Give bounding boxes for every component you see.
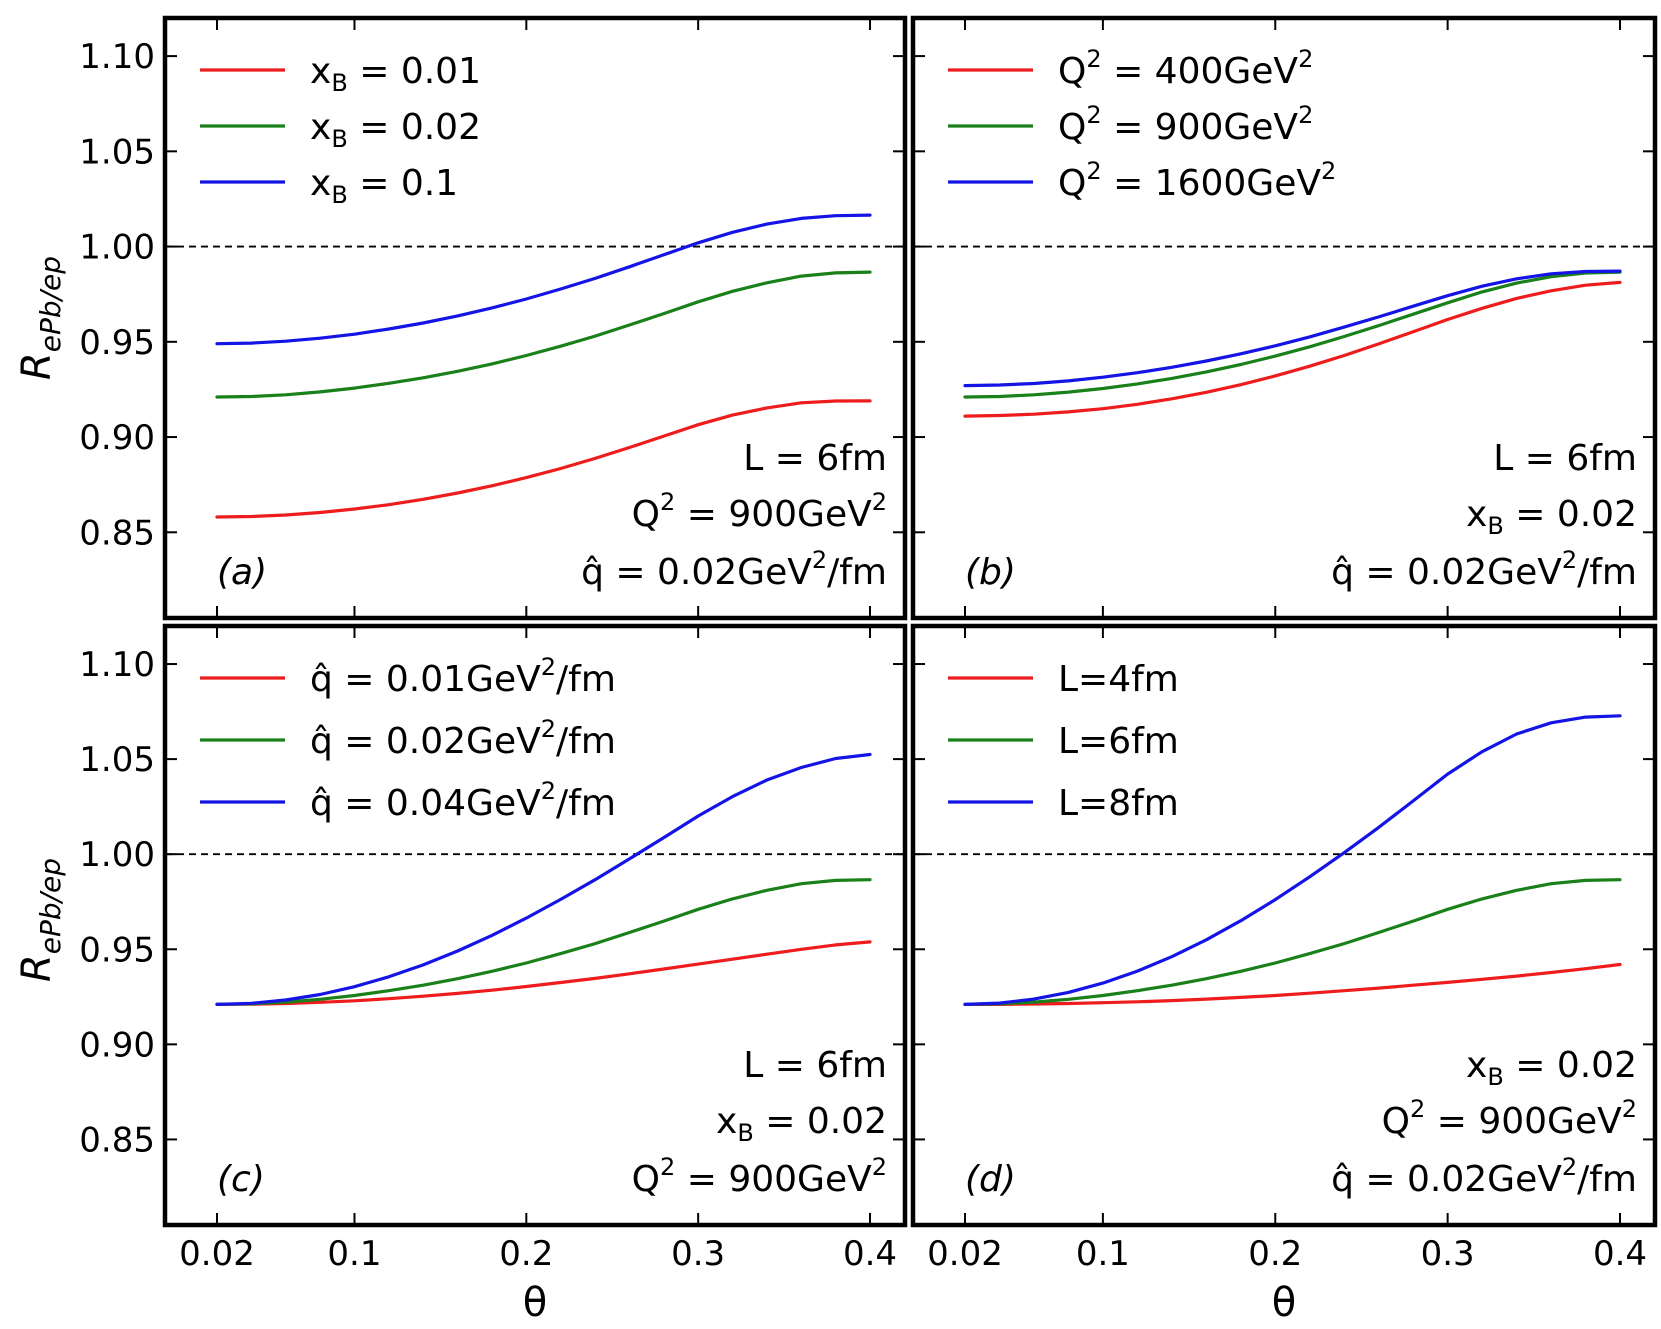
x-tick-label: 0.02 [927,1234,1003,1274]
y-tick-label: 1.05 [79,132,155,172]
panel-frame [910,623,1658,1228]
series-line-c-2 [215,878,872,1007]
y-tick-label: 1.10 [79,37,155,77]
panel-frame [162,623,908,1228]
annotation-line: L = 6fm [1493,438,1637,479]
series-line-b-1 [963,280,1622,418]
panel-label: (b) [965,552,1016,593]
annotation-line: q̂ = 0.02GeV2/fm [1331,1153,1637,1200]
series-line-c-1 [215,940,872,1007]
series-line-a-1 [215,399,872,519]
y-tick-label: 1.10 [79,645,155,685]
y-tick-label: 1.05 [79,740,155,780]
annotation-line: q̂ = 0.02GeV2/fm [581,546,887,593]
legend-entry: q̂ = 0.04GeV2/fm [310,777,616,824]
legend-entry: L=8fm [1058,783,1179,824]
y-tick-label: 0.95 [79,930,155,970]
legend-entry: L=4fm [1058,659,1179,700]
y-tick-label: 1.00 [79,835,155,875]
series-line-d-1 [963,962,1622,1007]
y-axis-label: RePb/ep [14,256,67,380]
legend-entry: xB = 0.02 [310,107,481,153]
annotation-line: Q2 = 900GeV2 [632,1153,887,1200]
y-tick-label: 0.95 [79,323,155,363]
legend-entry: xB = 0.1 [310,163,458,209]
x-tick-label: 0.2 [499,1234,553,1274]
panel-label: (d) [965,1159,1016,1200]
annotation-line: Q2 = 900GeV2 [1382,1095,1637,1142]
annotation-line: Q2 = 900GeV2 [632,488,887,535]
x-tick-label: 0.3 [1421,1234,1475,1274]
panel-c: q̂ = 0.01GeV2/fm q̂ = 0.02GeV2/fm q̂ = 0.0… [162,623,908,1228]
legend-entry: Q2 = 1600GeV2 [1058,157,1336,204]
panel-frame [910,15,1658,621]
x-tick-label: 0.02 [179,1234,255,1274]
panel-label: (c) [217,1159,265,1200]
series-line-c-3 [215,752,872,1007]
series-line-b-3 [963,269,1622,388]
annotation-line: L = 6fm [743,1045,887,1086]
annotation-line: q̂ = 0.02GeV2/fm [1331,546,1637,593]
annotation-line: xB = 0.02 [716,1101,887,1147]
x-tick-label: 0.3 [671,1234,725,1274]
legend-entry: L=6fm [1058,721,1179,762]
panel-b: Q2 = 400GeV2 Q2 = 900GeV2 Q2 = 1600GeV2 L =… [910,15,1658,621]
legend-entry: Q2 = 900GeV2 [1058,101,1313,148]
x-tick-label: 0.2 [1248,1234,1302,1274]
x-axis-label: θ [1272,1280,1296,1326]
series-line-a-3 [215,213,872,346]
legend-entry: q̂ = 0.01GeV2/fm [310,653,616,700]
series-line-a-2 [215,270,872,399]
y-tick-label: 0.90 [79,418,155,458]
x-tick-label: 0.1 [327,1234,381,1274]
legend-entry: q̂ = 0.02GeV2/fm [310,715,616,762]
x-tick-label: 0.1 [1076,1234,1130,1274]
series-line-d-2 [963,878,1622,1007]
panel-frame [162,15,908,621]
legend-entry: Q2 = 400GeV2 [1058,45,1313,92]
x-tick-label: 0.4 [843,1234,897,1274]
legend-entry: xB = 0.01 [310,51,481,97]
annotation-line: xB = 0.02 [1466,1045,1637,1091]
annotation-line: L = 6fm [743,438,887,479]
series-line-b-2 [963,270,1622,399]
x-tick-label: 0.4 [1593,1234,1647,1274]
y-tick-label: 0.85 [79,1120,155,1160]
y-tick-label: 1.00 [79,228,155,268]
series-line-d-3 [963,714,1622,1007]
y-tick-label: 0.85 [79,513,155,553]
y-axis-label: RePb/ep [14,858,67,982]
panel-a: xB = 0.01 xB = 0.02 xB = 0.1 L = 6fm Q2 = 90… [162,15,908,621]
annotation-line: xB = 0.02 [1466,494,1637,540]
y-tick-label: 0.90 [79,1025,155,1065]
x-axis-label: θ [523,1280,547,1326]
panel-label: (a) [217,552,267,593]
